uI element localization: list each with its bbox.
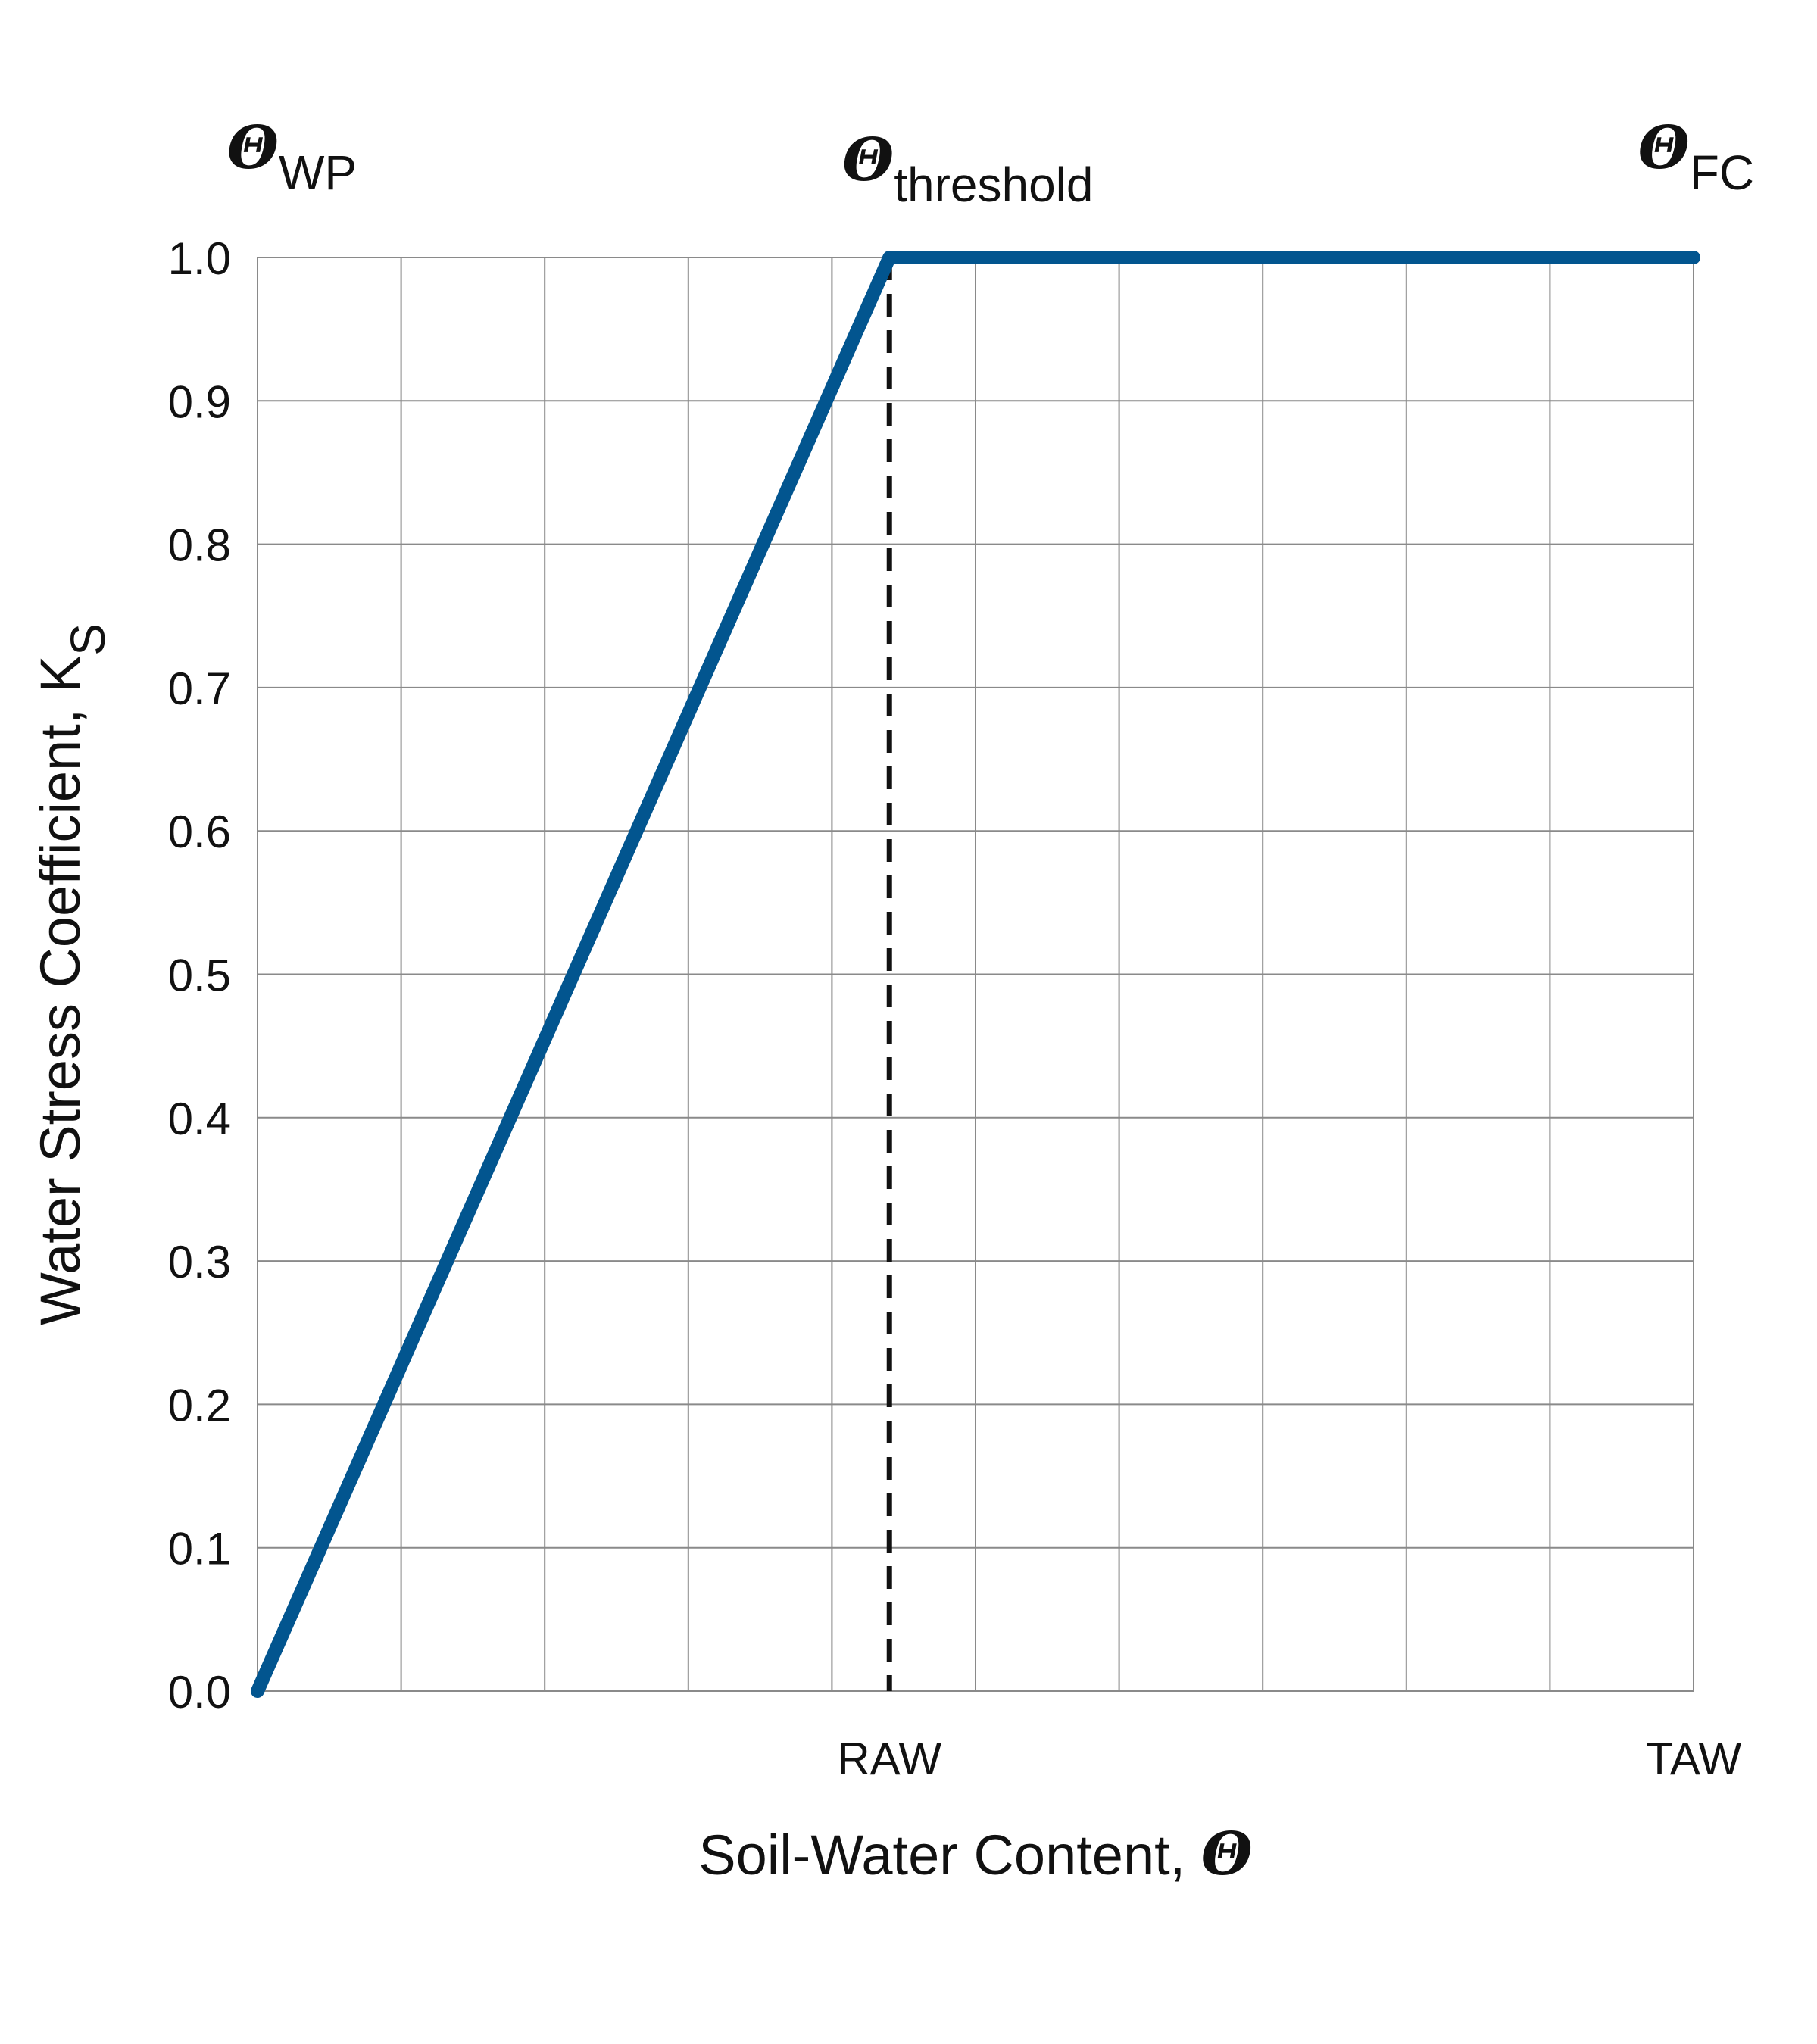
y-tick-label: 0.0 bbox=[168, 1667, 231, 1718]
x-axis-title: Soil-Water Content, Θ bbox=[698, 1820, 1253, 1889]
theta-symbol: Θ bbox=[227, 114, 279, 183]
top-label: Θthreshold bbox=[842, 126, 1093, 212]
top-label: ΘWP bbox=[227, 114, 357, 200]
theta-symbol: Θ bbox=[842, 126, 894, 195]
x-tick-label: RAW bbox=[837, 1733, 941, 1784]
y-tick-label: 0.1 bbox=[168, 1524, 231, 1574]
y-tick-label: 0.5 bbox=[168, 950, 231, 1001]
grid bbox=[257, 257, 1694, 1692]
x-tick-label: TAW bbox=[1646, 1733, 1742, 1784]
x-tick-labels: RAW TAW bbox=[837, 1733, 1741, 1784]
y-tick-label: 0.7 bbox=[168, 663, 231, 714]
theta-subscript: threshold bbox=[894, 158, 1093, 212]
y-tick-labels: 0.0 0.1 0.2 0.3 0.4 0.5 0.6 0.7 0.8 0.9 1.0 bbox=[168, 233, 231, 1718]
series-line-ks bbox=[251, 251, 1700, 1698]
y-axis-title: Water Stress Coefficient, KS bbox=[29, 623, 115, 1325]
y-tick-label: 0.2 bbox=[168, 1380, 231, 1431]
top-label: ΘFC bbox=[1638, 114, 1754, 200]
x-axis-title-text: Soil-Water Content, bbox=[698, 1824, 1201, 1886]
y-tick-label: 0.3 bbox=[168, 1237, 231, 1287]
y-tick-label: 1.0 bbox=[168, 233, 231, 284]
y-tick-label: 0.4 bbox=[168, 1094, 231, 1144]
y-tick-label: 0.9 bbox=[168, 376, 231, 427]
y-tick-label: 0.6 bbox=[168, 807, 231, 857]
y-axis-title-subscript: S bbox=[61, 623, 115, 656]
theta-subscript: FC bbox=[1690, 145, 1754, 200]
theta-symbol: Θ bbox=[1638, 114, 1690, 183]
x-axis-theta-symbol: Θ bbox=[1201, 1820, 1253, 1889]
y-axis-title-text: Water Stress Coefficient, K bbox=[29, 656, 92, 1325]
theta-subscript: WP bbox=[279, 145, 357, 200]
y-tick-label: 0.8 bbox=[168, 520, 231, 571]
